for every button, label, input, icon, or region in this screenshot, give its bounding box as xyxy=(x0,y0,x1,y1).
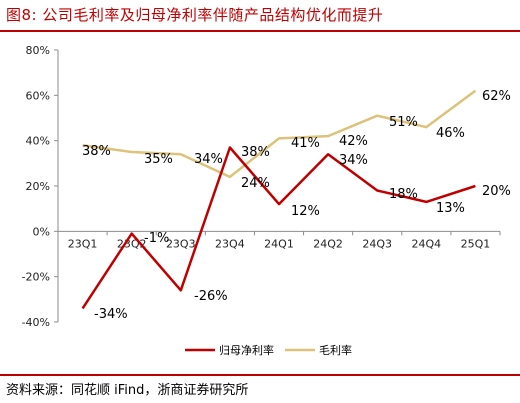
source-rule xyxy=(0,374,520,376)
figure-title-text: 公司毛利率及归母净利率伴随产品结构优化而提升 xyxy=(42,6,384,24)
legend-gross-margin-label: 毛利率 xyxy=(319,343,352,357)
gross-margin-data-label: 34% xyxy=(194,152,223,167)
gross-margin-data-label: 38% xyxy=(82,144,111,159)
net-margin-data-label: 18% xyxy=(389,187,418,202)
x-tick-label: 23Q3 xyxy=(166,237,196,250)
x-tick-label: 24Q4 xyxy=(412,237,442,250)
figure-title: 图8: 公司毛利率及归母净利率伴随产品结构优化而提升 xyxy=(6,4,383,25)
gross-margin-data-label: 51% xyxy=(389,115,418,130)
y-tick-label: -20% xyxy=(22,271,50,284)
title-rule xyxy=(0,30,520,32)
y-tick-label: 60% xyxy=(26,89,50,102)
gross-margin-data-label: 38% xyxy=(241,145,270,160)
figure-label: 图8: xyxy=(6,6,38,24)
net-margin-data-label: 34% xyxy=(339,153,368,168)
gross-margin-data-label: 42% xyxy=(339,134,368,149)
gross-margin-line xyxy=(82,89,477,179)
y-tick-label: 40% xyxy=(26,135,50,148)
net-margin-data-label: -26% xyxy=(194,289,228,304)
x-tick-label: 24Q2 xyxy=(313,237,343,250)
net-margin-data-label: 12% xyxy=(291,204,320,219)
y-tick-label: -40% xyxy=(22,316,50,329)
legend-net-margin-label: 归母净利率 xyxy=(219,343,274,357)
x-tick-label: 23Q1 xyxy=(68,237,98,250)
y-tick-label: 80% xyxy=(26,44,50,57)
net-margin-data-label: 13% xyxy=(436,201,465,216)
x-tick-label: 24Q1 xyxy=(264,237,294,250)
gross-margin-data-label: 46% xyxy=(436,126,465,141)
line-chart: -40%-20%0%20%40%60%80%23Q1 23Q2 23Q3 23Q4 24… xyxy=(22,44,511,357)
gross-margin-data-label: 62% xyxy=(482,89,511,104)
net-margin-data-label: 20% xyxy=(482,184,511,199)
gross-margin-data-label: 35% xyxy=(144,152,173,167)
net-margin-line xyxy=(81,146,476,310)
x-tick-label: 25Q1 xyxy=(461,237,491,250)
net-margin-data-label: 24% xyxy=(241,176,270,191)
x-tick-label: 24Q3 xyxy=(362,237,392,250)
net-margin-data-label: -1% xyxy=(144,231,169,246)
gross-margin-data-label: 41% xyxy=(291,136,320,151)
y-tick-label: 0% xyxy=(33,225,50,238)
y-tick-label: 20% xyxy=(26,180,50,193)
net-margin-data-label: -34% xyxy=(94,307,128,322)
x-tick-label: 23Q4 xyxy=(215,237,245,250)
source-note: 资料来源：同花顺 iFind，浙商证券研究所 xyxy=(6,383,249,398)
